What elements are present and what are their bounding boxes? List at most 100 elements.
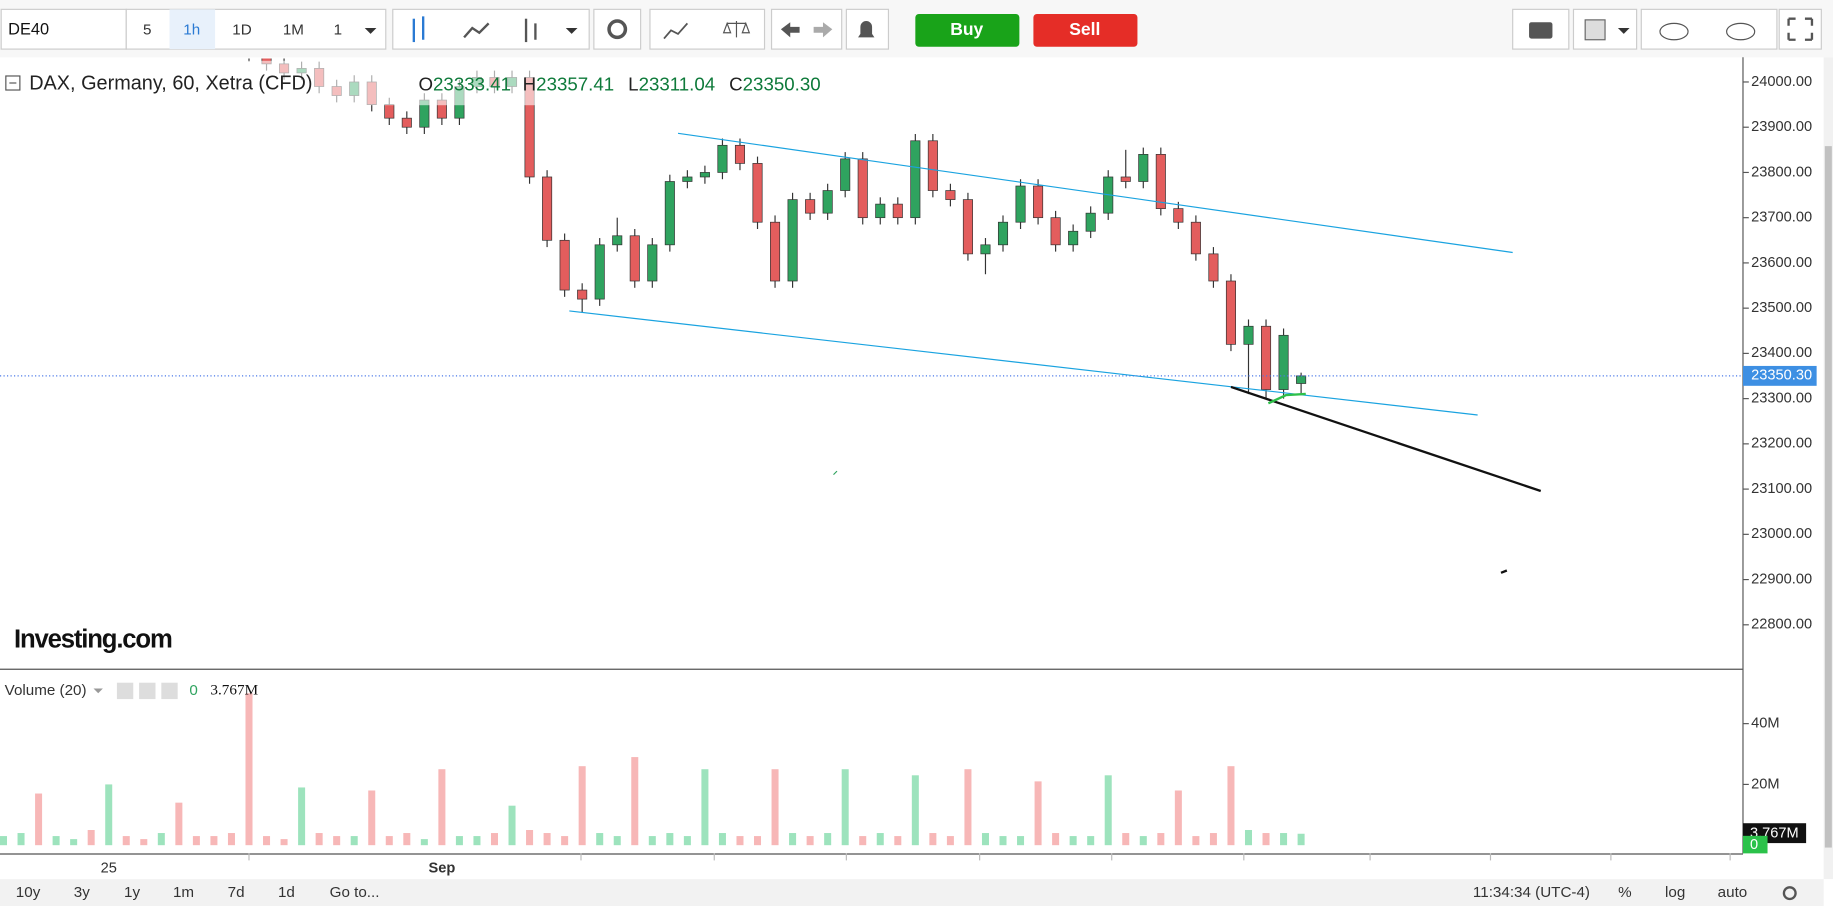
range-button[interactable]: 3y: [74, 884, 90, 901]
candle-body: [787, 199, 798, 282]
candle-body: [699, 172, 710, 178]
volume-bar: [473, 836, 481, 846]
interval[interactable]: 1M: [283, 21, 304, 38]
volume-bar: [578, 766, 586, 846]
dropdown-icon[interactable]: [1617, 28, 1630, 34]
clock: 11:34:34 (UTC-4): [1473, 884, 1590, 901]
volume-bar: [70, 839, 78, 846]
candle-body: [1085, 212, 1096, 232]
last-price-label: 23350.30: [1751, 368, 1812, 384]
range-button[interactable]: 10y: [16, 884, 41, 901]
volume-bar: [455, 836, 463, 846]
volume-eye[interactable]: [116, 682, 134, 700]
symbol: DE40: [8, 21, 49, 39]
volume-bar: [648, 836, 656, 846]
cloud-load-icon[interactable]: [1659, 22, 1689, 41]
scrollbar-thumb[interactable]: [1824, 146, 1832, 848]
line-icon[interactable]: [463, 22, 490, 39]
candle-body: [647, 244, 658, 282]
ohlc-value: 23311.04: [639, 73, 716, 94]
trendline[interactable]: [1267, 392, 1306, 405]
trendline[interactable]: [569, 310, 1478, 416]
x-tick-label: Sep: [428, 860, 455, 876]
range-button[interactable]: 1d: [278, 884, 295, 901]
volume-bar: [333, 836, 341, 846]
bar-icon[interactable]: [524, 18, 537, 43]
percent-toggle[interactable]: %: [1618, 884, 1632, 901]
last-price-box: [1742, 365, 1817, 386]
dropdown-icon[interactable]: [364, 28, 377, 34]
volume-bar: [964, 769, 972, 846]
undo-icon[interactable]: [780, 22, 800, 38]
interval-active: [169, 9, 216, 50]
range-button[interactable]: 1m: [173, 884, 194, 901]
candle-icon[interactable]: [412, 16, 425, 43]
interval-count[interactable]: 1: [334, 21, 342, 38]
volume-bar: [192, 836, 200, 846]
indicator-box: [1742, 835, 1768, 854]
chart-title: DAX, Germany, 60, Xetra (CFD): [29, 72, 312, 94]
range-button[interactable]: 7d: [228, 884, 245, 901]
volume-settings[interactable]: [139, 682, 156, 700]
y-tick-label: 22800.00: [1751, 617, 1812, 633]
settings-icon[interactable]: [1782, 886, 1797, 901]
buy-button[interactable]: [915, 14, 1020, 47]
candle-body: [1068, 230, 1079, 246]
interval-group: [125, 8, 387, 50]
volume-bar: [1034, 781, 1042, 846]
candle-body: [875, 203, 886, 219]
trendline[interactable]: [1230, 385, 1542, 493]
y-tick-label: 24000.00: [1751, 74, 1812, 90]
x-tick-label: 25: [101, 860, 117, 876]
volume-bar: [876, 833, 884, 846]
drawing-mark: [833, 470, 838, 476]
cloud-save-icon[interactable]: [1726, 22, 1756, 41]
trendline[interactable]: [677, 132, 1513, 254]
ohlc-value: 23357.41: [536, 73, 614, 94]
volume-bar: [859, 836, 867, 846]
y-tick-label: 23100.00: [1751, 481, 1812, 497]
time-ticks: [248, 853, 1731, 861]
candle-body: [770, 221, 781, 282]
volume-bar: [1017, 836, 1025, 846]
interval[interactable]: 1D: [232, 21, 251, 38]
compare-icon[interactable]: [722, 21, 751, 38]
volume-bar: [35, 793, 43, 846]
volume-bar: [806, 836, 814, 846]
interval[interactable]: 5: [143, 21, 151, 38]
dropdown-icon[interactable]: [93, 688, 103, 694]
interval[interactable]: 1h: [183, 21, 200, 38]
volume-title: Volume (20): [5, 682, 87, 699]
y-tick-label: 23200.00: [1751, 436, 1812, 452]
candle-body: [384, 104, 395, 119]
ohlc-value: 23333.41: [433, 73, 511, 94]
drawings: [569, 132, 1542, 574]
volume-bar: [683, 836, 691, 846]
cloud-buttons[interactable]: [1640, 8, 1778, 50]
indicator-buttons[interactable]: [649, 8, 766, 50]
range-button[interactable]: 1y: [124, 884, 140, 901]
sell-button[interactable]: [1033, 14, 1138, 47]
log-toggle[interactable]: log: [1665, 884, 1685, 901]
volume-bar: [1104, 775, 1112, 846]
goto-button[interactable]: Go to...: [330, 884, 380, 901]
auto-toggle[interactable]: auto: [1718, 884, 1748, 901]
volume-close[interactable]: [161, 682, 178, 700]
volume-bar: [526, 829, 534, 846]
fullscreen-button[interactable]: [1778, 8, 1822, 50]
volume-bar: [175, 802, 183, 846]
candle-body: [1138, 154, 1149, 182]
ohlc-prefix: L: [628, 73, 638, 94]
volume-bar: [315, 833, 323, 846]
candle-body: [822, 190, 833, 214]
volume-bar: [105, 784, 113, 846]
indicator-label: 0: [1750, 837, 1758, 853]
candle-body: [682, 176, 693, 182]
settings-button[interactable]: [593, 8, 642, 50]
dropdown-icon[interactable]: [565, 28, 578, 34]
redo-icon[interactable]: [813, 22, 833, 38]
y-tick-label: 23700.00: [1751, 210, 1812, 226]
symbol-box[interactable]: [0, 8, 127, 50]
volume-bar: [1192, 836, 1200, 846]
